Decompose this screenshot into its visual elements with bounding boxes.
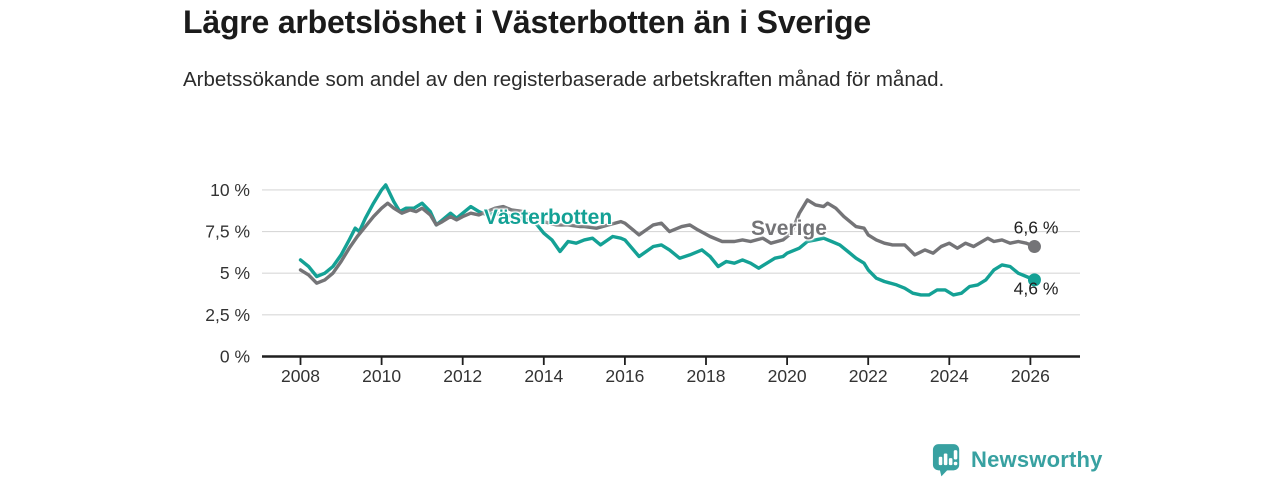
chart-subtitle: Arbetssökande som andel av den registerb… — [183, 68, 945, 91]
x-tick-label: 2024 — [930, 366, 969, 386]
x-tick-label: 2012 — [443, 366, 482, 386]
x-tick-label: 2026 — [1011, 366, 1050, 386]
end-value-label-vasterbotten: 4,6 % — [1013, 278, 1059, 299]
y-tick-label: 5 % — [220, 263, 250, 283]
x-tick-label: 2010 — [362, 366, 401, 386]
y-tick-label: 7,5 % — [205, 222, 250, 242]
end-dot-västerbotten — [1027, 273, 1041, 287]
y-tick-label: 0 % — [220, 347, 250, 367]
newsworthy-logo: Newsworthy — [932, 443, 1103, 477]
y-tick-label: 2,5 % — [205, 305, 250, 325]
x-tick-label: 2014 — [524, 366, 563, 386]
end-value-label-sverige: 6,6 % — [1013, 217, 1059, 238]
newsworthy-bar-chart-icon — [932, 444, 960, 477]
newsworthy-wordmark: Newsworthy — [971, 447, 1103, 472]
series-label-sverige: Sverige — [751, 217, 827, 240]
line-series-sverige — [298, 198, 1037, 285]
x-tick-label: 2016 — [605, 366, 644, 386]
y-tick-label: 10 % — [210, 180, 250, 200]
line-series-västerbotten — [298, 183, 1037, 297]
page-title: Lägre arbetslöshet i Västerbotten än i S… — [183, 4, 871, 40]
x-tick-label: 2008 — [281, 366, 320, 386]
x-tick-label: 2018 — [687, 366, 726, 386]
end-dot-sverige — [1027, 240, 1041, 254]
x-tick-label: 2020 — [768, 366, 807, 386]
series-label-vasterbotten: Västerbotten — [483, 206, 613, 229]
x-tick-label: 2022 — [849, 366, 888, 386]
